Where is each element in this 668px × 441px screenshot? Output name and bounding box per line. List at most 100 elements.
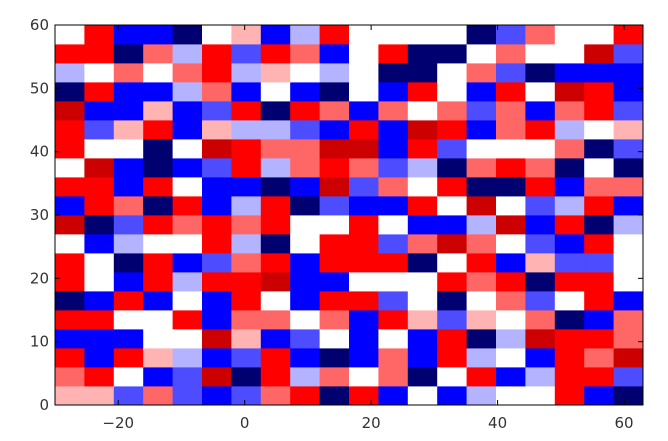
heatmap-cell	[525, 44, 556, 64]
heatmap-cell	[143, 158, 173, 178]
heatmap-cell	[290, 158, 320, 178]
heatmap-cell	[143, 196, 173, 216]
heatmap-cell	[231, 253, 262, 273]
heatmap-cell	[202, 234, 232, 254]
heatmap-cell	[496, 196, 526, 216]
y-tick-label: 40	[30, 143, 49, 161]
heatmap-cell	[290, 215, 320, 235]
x-axis-tick-labels: −20 0 20 40 60	[102, 414, 633, 432]
heatmap-cell	[260, 386, 291, 406]
heatmap-cell	[231, 348, 262, 368]
heatmap-cell	[584, 63, 614, 83]
heatmap-cell	[554, 139, 585, 159]
heatmap-cell	[290, 272, 320, 292]
heatmap-cell	[172, 158, 203, 178]
heatmap-cell	[319, 44, 350, 64]
heatmap-cell	[525, 25, 556, 45]
heatmap-cell	[407, 82, 438, 102]
heatmap-cell	[437, 310, 467, 330]
heatmap-cell	[554, 63, 585, 83]
heatmap-cell	[55, 120, 85, 140]
heatmap-cell	[466, 25, 497, 45]
heatmap-cell	[172, 44, 203, 64]
heatmap-cell	[260, 310, 291, 330]
heatmap-cell	[554, 44, 585, 64]
heatmap-cell	[55, 158, 85, 178]
heatmap-cell	[407, 44, 438, 64]
heatmap-cell	[613, 44, 644, 64]
y-tick-label: 20	[30, 269, 49, 287]
heatmap-cell	[319, 215, 350, 235]
heatmap-cell	[525, 291, 556, 311]
heatmap-cells	[55, 25, 644, 406]
heatmap-cell	[407, 25, 438, 45]
heatmap-cell	[84, 158, 115, 178]
heatmap-cell	[466, 101, 497, 121]
heatmap-cell	[496, 215, 526, 235]
heatmap-cell	[349, 310, 379, 330]
heatmap-cell	[84, 120, 115, 140]
heatmap-cell	[349, 82, 379, 102]
heatmap-cell	[172, 215, 203, 235]
heatmap-cell	[260, 291, 291, 311]
heatmap-cell	[113, 177, 144, 197]
x-tick-label: 0	[240, 414, 250, 432]
heatmap-cell	[613, 63, 644, 83]
heatmap-cell	[172, 310, 203, 330]
heatmap-cell	[113, 386, 144, 406]
heatmap-cell	[319, 234, 350, 254]
heatmap-cell	[466, 177, 497, 197]
heatmap-cell	[319, 139, 350, 159]
heatmap-cell	[231, 44, 262, 64]
heatmap-cell	[172, 63, 203, 83]
heatmap-cell	[525, 196, 556, 216]
heatmap-cell	[349, 101, 379, 121]
heatmap-cell	[202, 215, 232, 235]
heatmap-cell	[554, 215, 585, 235]
heatmap-cell	[437, 215, 467, 235]
heatmap-cell	[466, 329, 497, 349]
heatmap-cell	[496, 44, 526, 64]
heatmap-cell	[613, 82, 644, 102]
heatmap-cell	[496, 177, 526, 197]
heatmap-cell	[202, 310, 232, 330]
heatmap-cell	[143, 82, 173, 102]
heatmap-cell	[437, 386, 467, 406]
heatmap-cell	[290, 101, 320, 121]
heatmap-cell	[260, 329, 291, 349]
heatmap-cell	[378, 367, 409, 387]
heatmap-cell	[113, 253, 144, 273]
heatmap-cell	[407, 63, 438, 83]
heatmap-cell	[319, 177, 350, 197]
heatmap-cell	[525, 177, 556, 197]
heatmap-cell	[554, 253, 585, 273]
heatmap-cell	[437, 234, 467, 254]
heatmap-cell	[290, 310, 320, 330]
heatmap-cell	[319, 120, 350, 140]
heatmap-cell	[496, 120, 526, 140]
heatmap-cell	[290, 367, 320, 387]
heatmap-cell	[584, 101, 614, 121]
heatmap-cell	[319, 25, 350, 45]
heatmap-cell	[260, 139, 291, 159]
heatmap-cell	[554, 386, 585, 406]
heatmap-cell	[260, 120, 291, 140]
heatmap-cell	[466, 215, 497, 235]
heatmap-cell	[290, 329, 320, 349]
heatmap-cell	[466, 63, 497, 83]
heatmap-cell	[231, 291, 262, 311]
heatmap-cell	[231, 158, 262, 178]
heatmap-cell	[496, 310, 526, 330]
heatmap-cell	[113, 367, 144, 387]
heatmap-cell	[231, 386, 262, 406]
heatmap-cell	[143, 348, 173, 368]
heatmap-cell	[613, 25, 644, 45]
heatmap-cell	[584, 348, 614, 368]
heatmap-cell	[143, 44, 173, 64]
heatmap-cell	[231, 82, 262, 102]
heatmap-cell	[349, 177, 379, 197]
heatmap-cell	[84, 310, 115, 330]
heatmap-cell	[260, 215, 291, 235]
heatmap-cell	[525, 82, 556, 102]
heatmap-cell	[407, 367, 438, 387]
